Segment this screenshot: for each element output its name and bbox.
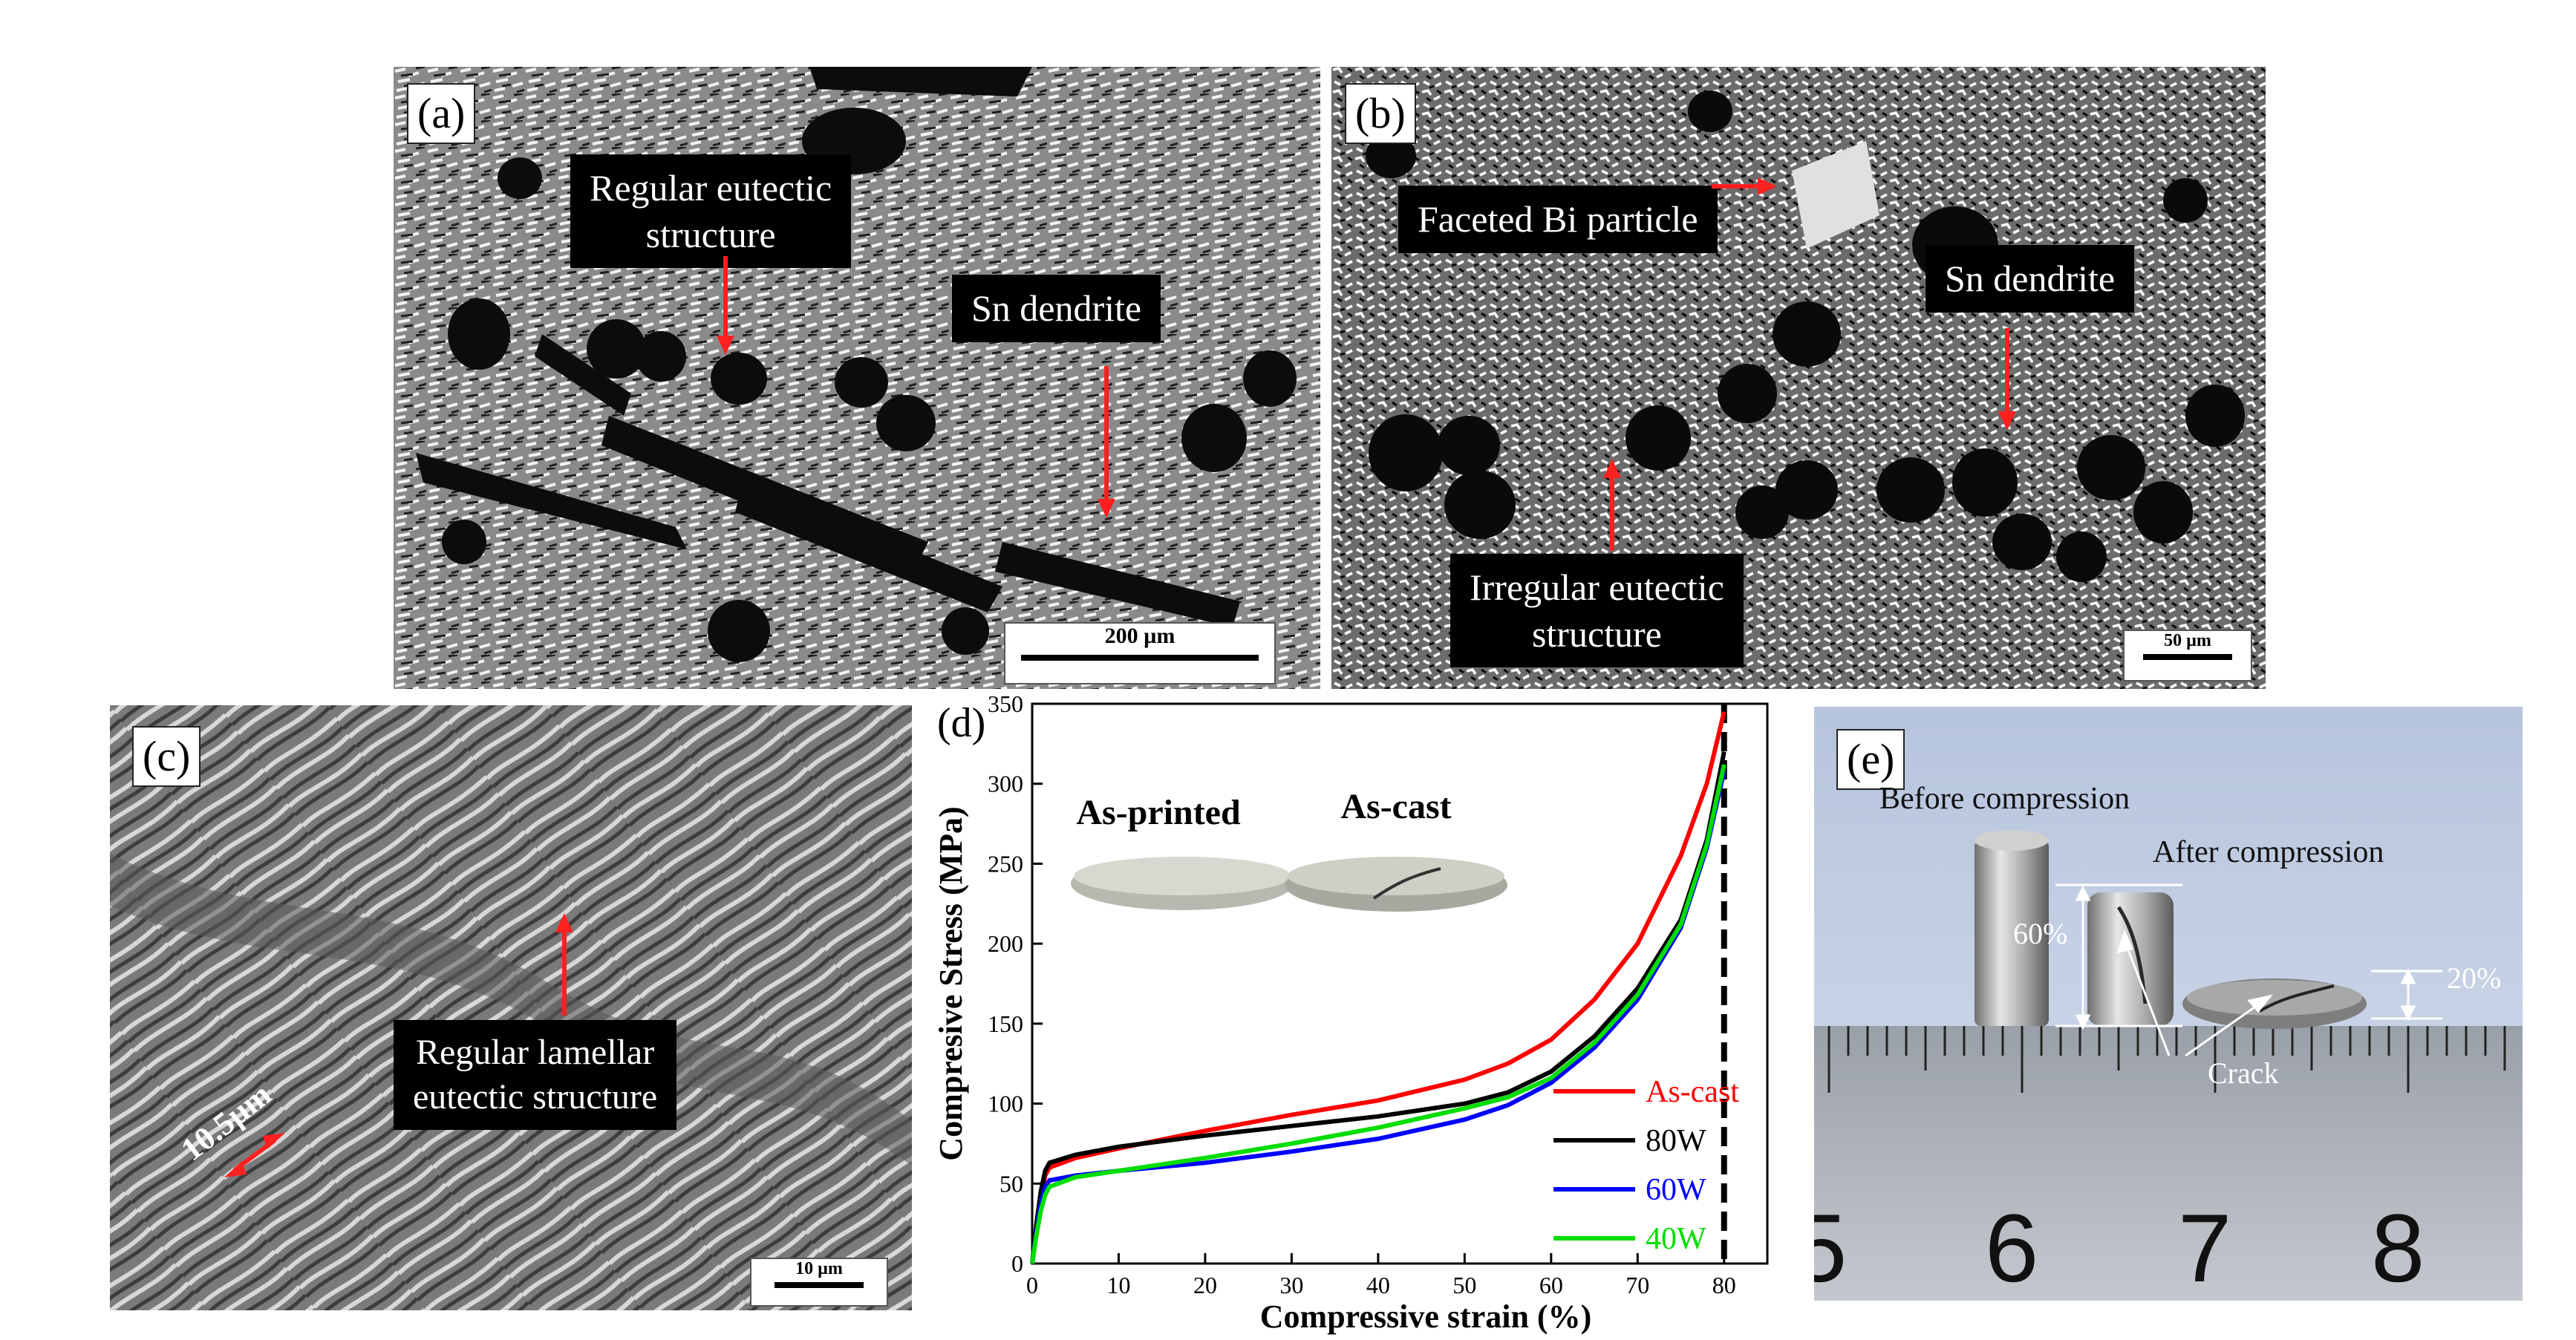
series-line-80w [1030,751,1726,1264]
y-tick-label: 200 [988,930,1023,957]
legend-label: 60W [1646,1173,1706,1207]
y-tick-label: 100 [988,1091,1023,1117]
panel-a-label: (a) [407,83,476,144]
y-tick-label: 150 [988,1010,1023,1037]
label-crack: Crack [2208,1056,2279,1090]
panel-d-label: (d) [937,700,986,746]
scale-bar-text: 200 µm [1104,624,1175,648]
plot-frame [1031,702,1769,1265]
series-line-40w [1030,764,1726,1264]
ruler-ticks [1827,1026,2506,1093]
inset-photo [1071,857,1507,912]
label-60-percent: 60% [2013,917,2068,950]
micrograph-a [394,67,1320,689]
inset-label-as-printed: As-printed [1076,793,1241,832]
panel-d: As-printed As-cast 0 10 20 30 40 50 60 70 80 0 50 1… [921,690,1812,1336]
x-tick-label: 10 [1106,1272,1130,1298]
annotation-text: Sn dendrite [971,287,1142,329]
legend-label: 80W [1646,1124,1706,1158]
label-after-compression: After compression [2153,835,2384,869]
panel-a: (a) Regular eutectic structure Sn dendri… [394,67,1320,689]
micrograph-c [110,705,912,1310]
ruler-number-6: 6 [1985,1194,2039,1301]
x-tick-label: 30 [1279,1272,1303,1298]
panel-c: (c) Regular lamellar eutectic structure … [110,705,912,1310]
annotation-text: Faceted Bi particle [1418,198,1698,240]
x-tick-label: 20 [1193,1272,1217,1298]
y-tick-label: 250 [988,850,1023,877]
y-tick-label: 0 [1011,1250,1023,1277]
annotation-text: Regular eutectic structure [590,167,832,255]
x-tick-label: 50 [1452,1272,1476,1298]
x-tick-label: 60 [1539,1272,1563,1298]
panel-b-label: (b) [1345,83,1416,144]
legend: As-cast 80W 60W 40W [1553,1075,1739,1256]
y-axis-label: Compresive Stress (MPa) [933,806,969,1160]
ruler-number-5: 5 [1814,1194,1848,1301]
annotation-regular-lamellar: Regular lamellar eutectic structure [394,1020,677,1130]
annotation-sn-dendrite-b: Sn dendrite [1926,245,2135,313]
x-axis-label: Compressive strain (%) [1260,1298,1591,1335]
legend-label: As-cast [1646,1075,1739,1109]
annotation-faceted-bi: Faceted Bi particle [1398,186,1718,253]
ruler-number-8: 8 [2371,1194,2425,1301]
annotation-text: Sn dendrite [1945,258,2116,299]
legend-label: 40W [1646,1222,1706,1256]
scale-bar-text: 10 µm [795,1259,843,1278]
y-tick-label: 350 [988,690,1023,717]
label-before-compression: Before compression [1879,782,2130,816]
series-group [1030,711,1726,1264]
stress-strain-chart: As-printed As-cast 0 10 20 30 40 50 60 70 80 0 50 1… [921,690,1812,1336]
x-tick-label: 40 [1366,1272,1390,1298]
y-tick-label: 50 [1000,1170,1023,1197]
ruler-number-7: 7 [2178,1194,2232,1301]
axes: 0 10 20 30 40 50 60 70 80 0 50 100 150 200 250 300 350 [988,690,1769,1298]
panel-e-label: (e) [1836,729,1905,790]
scale-bar-b: 50 µm [2123,630,2252,682]
panel-b: (b) Faceted Bi particle Sn dendrite Irre… [1331,67,2266,689]
panel-c-label: (c) [132,726,201,787]
scale-bar-text: 50 µm [2164,631,2211,650]
series-line-60w [1030,770,1726,1264]
annotation-text: Irregular eutectic structure [1470,566,1724,655]
label-20-percent: 20% [2447,961,2502,995]
annotation-regular-eutectic: Regular eutectic structure [570,154,852,268]
y-tick-label: 300 [988,771,1023,797]
annotation-text: Regular lamellar eutectic structure [413,1033,658,1117]
scale-bar-a: 200 µm [1004,622,1276,684]
x-tick-label: 80 [1712,1272,1736,1298]
x-tick-label: 70 [1626,1272,1649,1298]
photo-e [1814,707,2523,1301]
inset-label-as-cast: As-cast [1340,787,1451,826]
annotation-sn-dendrite-a: Sn dendrite [952,275,1161,342]
panel-e: (e) Before compression After compression… [1814,707,2523,1301]
x-tick-label: 0 [1026,1272,1038,1298]
plot-area: As-printed As-cast [1071,787,1507,912]
annotation-irregular-eutectic: Irregular eutectic structure [1450,554,1744,667]
scale-bar-c: 10 µm [750,1258,888,1307]
